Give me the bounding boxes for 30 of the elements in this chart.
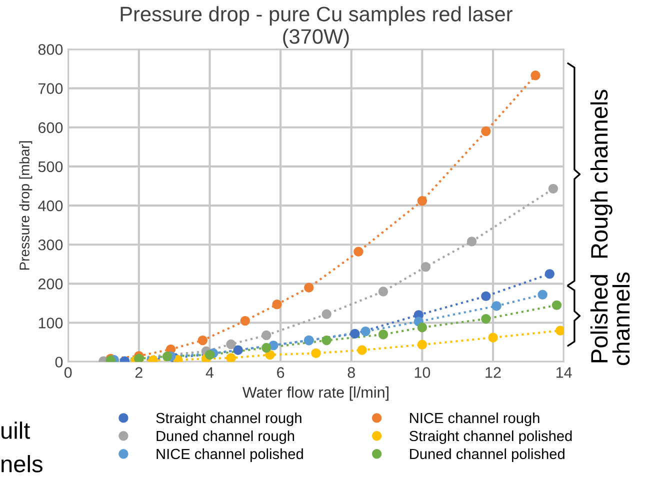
x-tick-label: 10 xyxy=(414,367,430,378)
x-tick-label: 6 xyxy=(277,367,284,378)
legend-label: Straight channel rough xyxy=(156,412,302,426)
y-tick-label: 200 xyxy=(38,278,63,290)
text: uilt xyxy=(2,422,30,439)
y-axis-title: Pressure drop [mbar] xyxy=(19,141,32,270)
legend-label: NICE channel rough xyxy=(410,412,540,426)
y-tick-label: 0 xyxy=(55,356,63,368)
y-tick-label: 800 xyxy=(38,44,63,55)
legend-label: Straight channel polished xyxy=(410,430,572,444)
legend-label: Duned channel rough xyxy=(156,430,294,444)
y-tick-label: 100 xyxy=(38,318,63,328)
chart-title: Pressure drop - pure Cu samples red laser (370W) xyxy=(120,6,512,48)
text: Rough channels xyxy=(590,90,612,258)
x-axis-title: Water flow rate [l/min] xyxy=(242,386,388,401)
y-tick-label: 400 xyxy=(38,200,63,212)
x-tick-label: 2 xyxy=(135,367,142,378)
text: Polished channels xyxy=(590,272,630,366)
x-tick-label: 14 xyxy=(556,367,572,378)
legend-label: NICE channel polished xyxy=(156,448,303,462)
x-tick-label: 12 xyxy=(486,367,501,378)
x-tick-label: 0 xyxy=(64,367,72,378)
x-tick-label: 8 xyxy=(348,367,355,378)
y-tick-label: 300 xyxy=(38,239,63,250)
y-tick-label: 500 xyxy=(38,161,63,172)
x-tick-label: 4 xyxy=(206,367,214,378)
text: nels xyxy=(2,455,42,472)
y-tick-label: 700 xyxy=(38,83,63,94)
y-tick-label: 600 xyxy=(38,122,63,134)
legend-label: Duned channel polished xyxy=(410,448,564,462)
